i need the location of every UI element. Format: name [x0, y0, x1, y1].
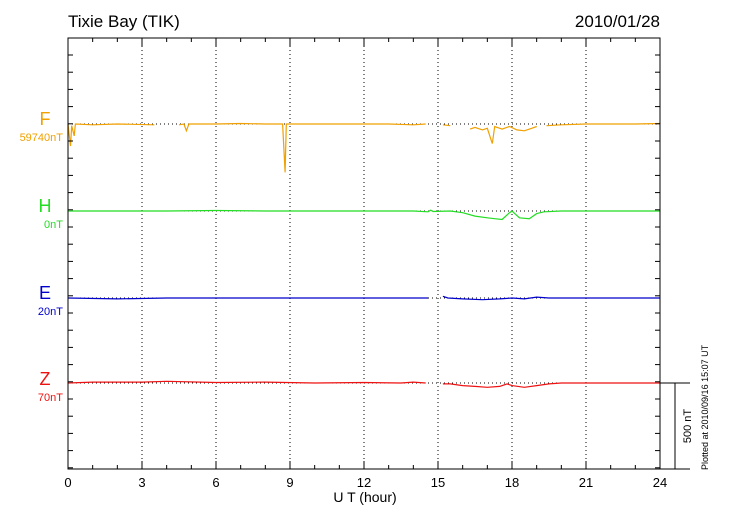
- x-tick-label: 3: [138, 475, 145, 490]
- series-name-f: F: [40, 109, 51, 129]
- x-ticks: 0 3 6 9 12 15 18 21 24: [64, 38, 667, 490]
- series-labels: F 59740nT H 0nT E 20nT Z 70nT: [20, 109, 64, 404]
- trace-group: [67, 122, 661, 388]
- series-baseline-f: 59740nT: [20, 132, 64, 144]
- x-tick-label: 24: [653, 475, 667, 490]
- x-tick-label: 9: [286, 475, 293, 490]
- series-baseline-e: 20nT: [38, 306, 63, 318]
- x-tick-label: 12: [357, 475, 371, 490]
- x-tick-label: 0: [64, 475, 71, 490]
- series-name-z: Z: [40, 369, 51, 389]
- x-axis-label: U T (hour): [333, 489, 397, 505]
- station-title: Tixie Bay (TIK): [68, 12, 180, 31]
- plotted-timestamp: Plotted at 2010/09/16 15:07 UT: [700, 344, 710, 470]
- series-baseline-z: 70nT: [38, 392, 63, 404]
- trace-e: [67, 295, 660, 301]
- scale-bar: 500 nT: [660, 382, 694, 470]
- scale-bar-label: 500 nT: [682, 409, 694, 444]
- trace-z: [67, 380, 660, 388]
- x-tick-label: 18: [505, 475, 519, 490]
- series-baseline-h: 0nT: [44, 219, 63, 231]
- x-tick-label: 15: [431, 475, 445, 490]
- series-name-e: E: [39, 283, 51, 303]
- x-tick-label: 21: [579, 475, 593, 490]
- series-name-h: H: [39, 196, 52, 216]
- trace-h: [68, 209, 660, 221]
- y-ticks: [68, 54, 660, 469]
- trace-f: [67, 122, 661, 173]
- x-tick-label: 6: [212, 475, 219, 490]
- grid: [68, 38, 660, 469]
- date-title: 2010/01/28: [574, 12, 660, 31]
